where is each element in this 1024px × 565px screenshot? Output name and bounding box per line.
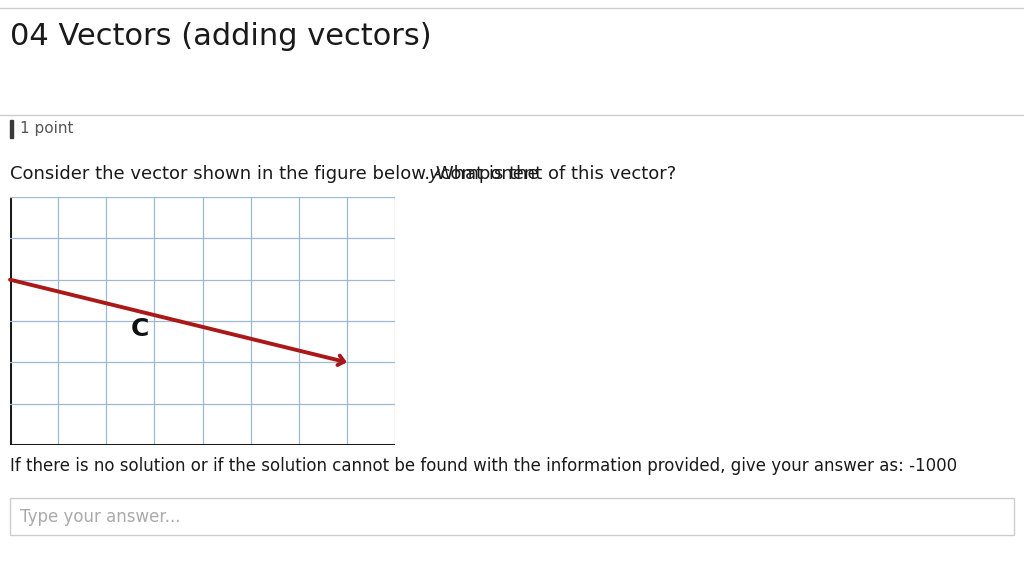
Text: 1 point: 1 point bbox=[20, 121, 74, 137]
Text: y: y bbox=[429, 165, 439, 183]
Text: C: C bbox=[131, 318, 150, 341]
Text: -component of this vector?: -component of this vector? bbox=[434, 165, 677, 183]
FancyBboxPatch shape bbox=[10, 498, 1014, 535]
Text: If there is no solution or if the solution cannot be found with the information : If there is no solution or if the soluti… bbox=[10, 457, 957, 475]
Bar bbox=[10, 120, 13, 138]
Text: 04 Vectors (adding vectors): 04 Vectors (adding vectors) bbox=[10, 22, 432, 51]
Text: Consider the vector shown in the figure below. What is the: Consider the vector shown in the figure … bbox=[10, 165, 545, 183]
Text: Type your answer...: Type your answer... bbox=[20, 507, 180, 525]
